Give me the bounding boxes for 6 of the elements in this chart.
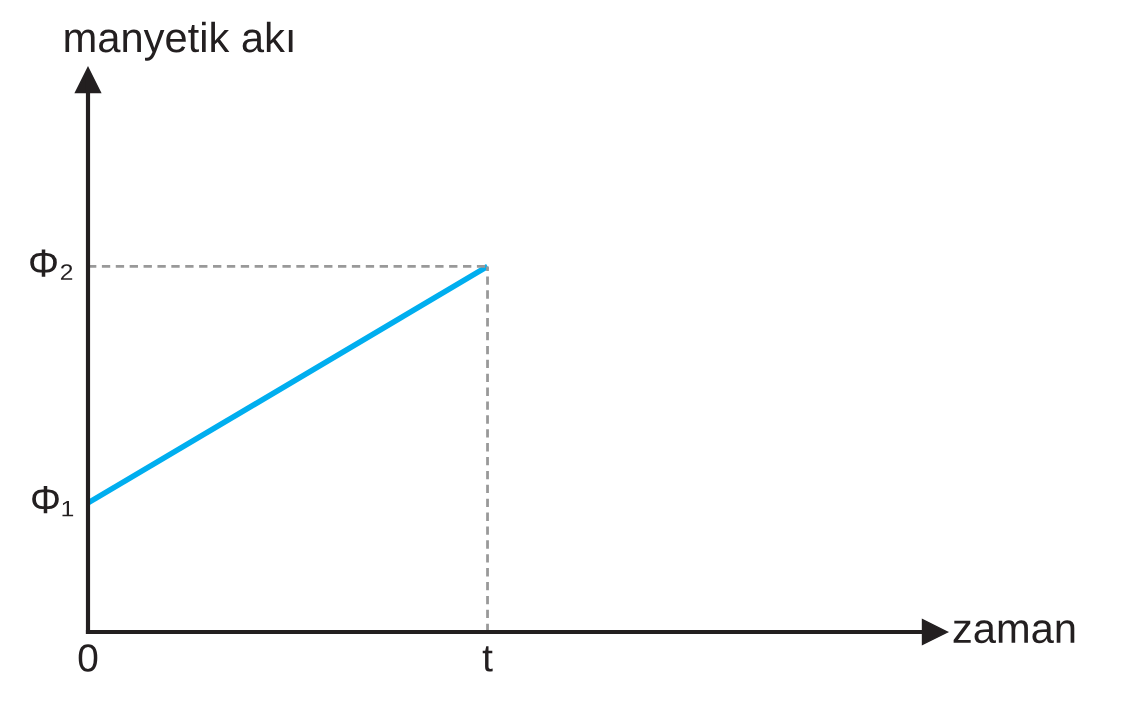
- y-axis-title: manyetik akı: [65, 21, 293, 61]
- x-tick-label: 0: [78, 644, 98, 672]
- annotation: Φ₁: [32, 486, 74, 517]
- x-axis-title: zaman: [953, 620, 1075, 644]
- annotation: Φ₂: [30, 249, 73, 280]
- x-tick-label: t: [482, 646, 493, 672]
